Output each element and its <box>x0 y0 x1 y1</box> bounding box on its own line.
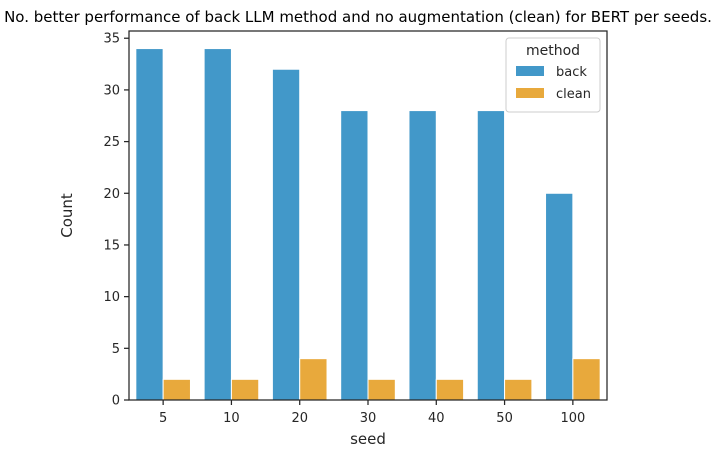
y-tick-label: 25 <box>103 135 120 150</box>
x-tick-label: 20 <box>291 411 308 426</box>
bar-back-50 <box>476 110 506 401</box>
chart-title: No. better performance of back LLM metho… <box>4 8 712 26</box>
y-axis-label: Count <box>58 193 76 238</box>
legend-title: method <box>526 43 580 59</box>
y-tick-label: 0 <box>112 394 120 409</box>
legend-label-back: back <box>556 65 587 80</box>
x-axis: 5 10 20 30 40 50 100 <box>159 400 585 426</box>
bar-clean-100 <box>572 358 601 401</box>
bar-back-5 <box>135 48 164 401</box>
legend-swatch-clean <box>516 88 544 98</box>
y-tick-label: 35 <box>103 32 120 47</box>
bars-group <box>135 48 601 401</box>
bar-back-20 <box>271 68 301 401</box>
y-tick-label: 10 <box>103 290 120 305</box>
x-axis-label: seed <box>350 430 386 448</box>
x-tick-label: 40 <box>428 411 445 426</box>
bar-back-100 <box>545 192 574 401</box>
legend: method back clean <box>505 37 601 113</box>
y-tick-label: 30 <box>103 83 120 98</box>
bar-back-30 <box>340 110 369 401</box>
x-tick-label: 50 <box>496 411 513 426</box>
x-tick-label: 5 <box>159 411 167 426</box>
x-tick-label: 30 <box>360 411 377 426</box>
bar-clean-30 <box>367 378 396 401</box>
y-tick-label: 5 <box>112 342 120 357</box>
y-tick-label: 20 <box>103 187 120 202</box>
bar-clean-20 <box>299 358 328 401</box>
plot-frame <box>128 30 608 401</box>
x-tick-label: 100 <box>560 411 585 426</box>
bar-clean-40 <box>435 378 465 401</box>
legend-label-clean: clean <box>556 87 591 102</box>
legend-swatch-back <box>516 66 544 76</box>
x-tick-label: 10 <box>223 411 240 426</box>
bar-back-40 <box>408 110 437 401</box>
bar-clean-10 <box>230 378 260 401</box>
y-axis: 0 5 10 15 20 25 30 35 <box>103 32 129 409</box>
bar-clean-50 <box>504 378 533 401</box>
bar-back-10 <box>203 48 232 401</box>
bar-clean-5 <box>162 378 191 401</box>
y-tick-label: 15 <box>103 238 120 253</box>
